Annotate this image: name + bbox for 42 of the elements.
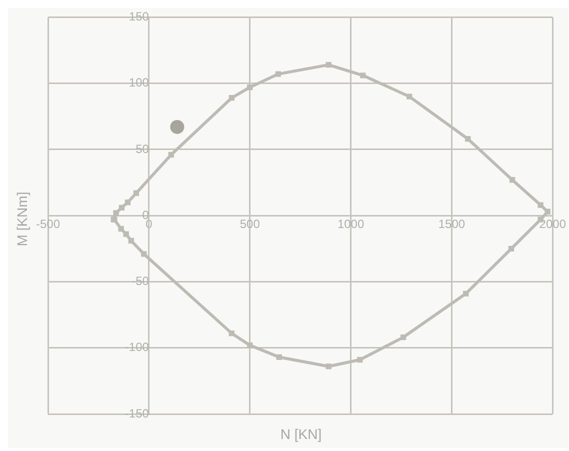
point [509, 177, 516, 183]
point [118, 204, 125, 210]
point [360, 72, 366, 78]
point [113, 210, 119, 216]
point [400, 334, 406, 340]
y-tick-label: -50 [132, 274, 150, 288]
point [276, 354, 282, 360]
point [123, 231, 129, 237]
point [406, 94, 412, 100]
x-tick-label: 1000 [337, 217, 364, 232]
point [357, 356, 363, 363]
y-tick-label: 50 [136, 142, 150, 156]
point [465, 136, 471, 142]
x-tick-label: -500 [36, 217, 60, 232]
point [170, 120, 184, 134]
point [275, 71, 281, 77]
point [326, 364, 332, 370]
point [544, 208, 550, 214]
y-tick-label: 100 [128, 76, 150, 90]
point [326, 62, 332, 68]
y-tick-label: 0 [142, 208, 150, 222]
point [124, 200, 131, 206]
point [247, 342, 253, 348]
y-axis-title: M [KNm] [14, 192, 30, 246]
point [128, 238, 134, 244]
point [463, 290, 469, 296]
y-tick-label: 150 [128, 10, 150, 24]
x-axis-title: N [KN] [279, 426, 323, 442]
point [538, 202, 544, 208]
y-tick-label: -100 [124, 340, 150, 354]
point [228, 330, 235, 336]
point [247, 84, 253, 90]
x-tick-label: 1500 [438, 217, 466, 232]
point [118, 226, 124, 232]
point [133, 190, 140, 196]
point [168, 152, 174, 158]
x-tick-label: 500 [240, 217, 260, 232]
point [508, 246, 514, 252]
y-tick-label: -150 [124, 406, 150, 420]
point [228, 95, 235, 101]
point [141, 251, 147, 257]
x-tick-label: 2000 [539, 217, 566, 232]
